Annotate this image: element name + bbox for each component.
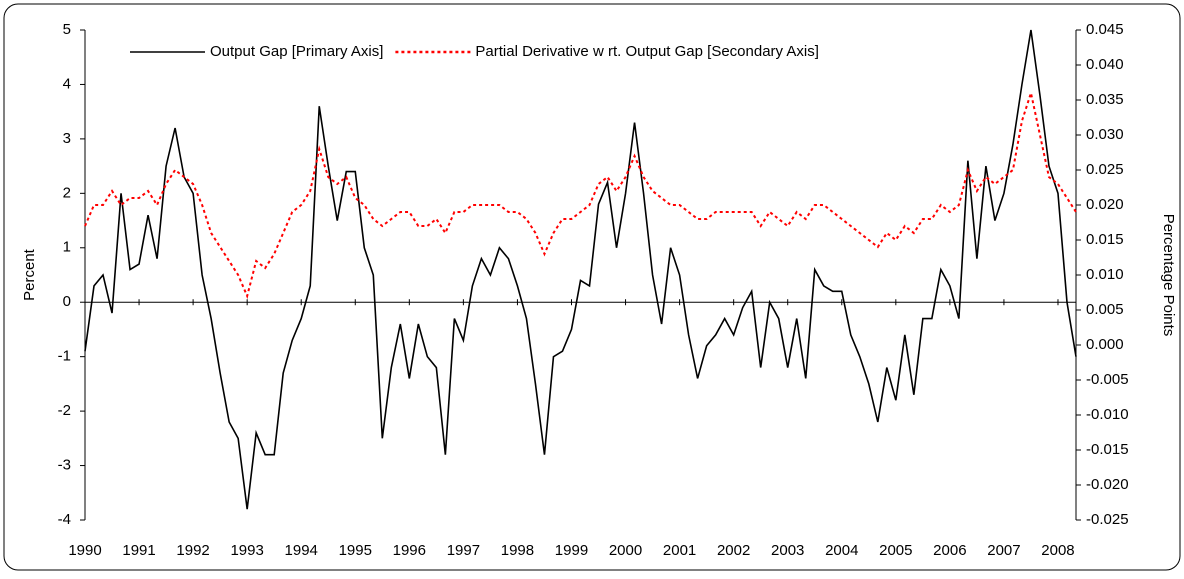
x-tick-label: 1997 <box>447 542 480 559</box>
x-tick-label: 2004 <box>825 542 858 559</box>
legend-label: Output Gap [Primary Axis] <box>210 43 383 60</box>
x-tick-label: 2002 <box>717 542 750 559</box>
x-tick-label: 1991 <box>122 542 155 559</box>
y2-tick-label: -0.020 <box>1086 476 1129 493</box>
x-tick-label: 2008 <box>1041 542 1074 559</box>
y-tick-label: -1 <box>58 348 71 365</box>
x-tick-label: 1998 <box>501 542 534 559</box>
y2-tick-label: -0.010 <box>1086 406 1129 423</box>
legend-label: Partial Derivative w rt. Output Gap [Sec… <box>475 43 818 60</box>
x-tick-label: 2003 <box>771 542 804 559</box>
x-tick-label: 1994 <box>285 542 318 559</box>
x-tick-label: 2007 <box>987 542 1020 559</box>
y2-tick-label: 0.040 <box>1086 56 1124 73</box>
x-tick-label: 2000 <box>609 542 642 559</box>
chart-frame <box>3 3 1181 571</box>
y2-tick-label: -0.005 <box>1086 371 1129 388</box>
x-tick-label: 1993 <box>230 542 263 559</box>
y-tick-label: 5 <box>63 21 71 38</box>
y2-tick-label: 0.045 <box>1086 21 1124 38</box>
y2-tick-label: 0.005 <box>1086 301 1124 318</box>
y-tick-label: -3 <box>58 457 71 474</box>
y2-tick-label: 0.025 <box>1086 161 1124 178</box>
y2-tick-label: 0.015 <box>1086 231 1124 248</box>
y2-tick-label: -0.015 <box>1086 441 1129 458</box>
y2-tick-label: 0.010 <box>1086 266 1124 283</box>
y2-tick-label: 0.020 <box>1086 196 1124 213</box>
series-line <box>84 89 1077 300</box>
x-tick-label: 1990 <box>68 542 101 559</box>
y-tick-label: -2 <box>58 402 71 419</box>
y2-axis-title: Percentage Points <box>1160 214 1177 337</box>
y-tick-label: 0 <box>63 293 71 310</box>
y-tick-label: -4 <box>58 511 71 528</box>
y2-tick-label: 0.030 <box>1086 126 1124 143</box>
y2-tick-label: 0.000 <box>1086 336 1124 353</box>
y-tick-label: 3 <box>63 130 71 147</box>
x-tick-label: 2005 <box>879 542 912 559</box>
y-axis-title: Percent <box>21 248 38 301</box>
x-tick-label: 1996 <box>393 542 426 559</box>
x-tick-label: 2006 <box>933 542 966 559</box>
x-tick-label: 1995 <box>339 542 372 559</box>
y2-tick-label: -0.025 <box>1086 511 1129 528</box>
x-tick-label: 1992 <box>176 542 209 559</box>
x-tick-label: 1999 <box>555 542 588 559</box>
y-tick-label: 1 <box>63 239 71 256</box>
x-tick-label: 2001 <box>663 542 696 559</box>
y-tick-label: 2 <box>63 184 71 201</box>
y-tick-label: 4 <box>63 75 71 92</box>
series-line <box>84 29 1077 510</box>
y2-tick-label: 0.035 <box>1086 91 1124 108</box>
